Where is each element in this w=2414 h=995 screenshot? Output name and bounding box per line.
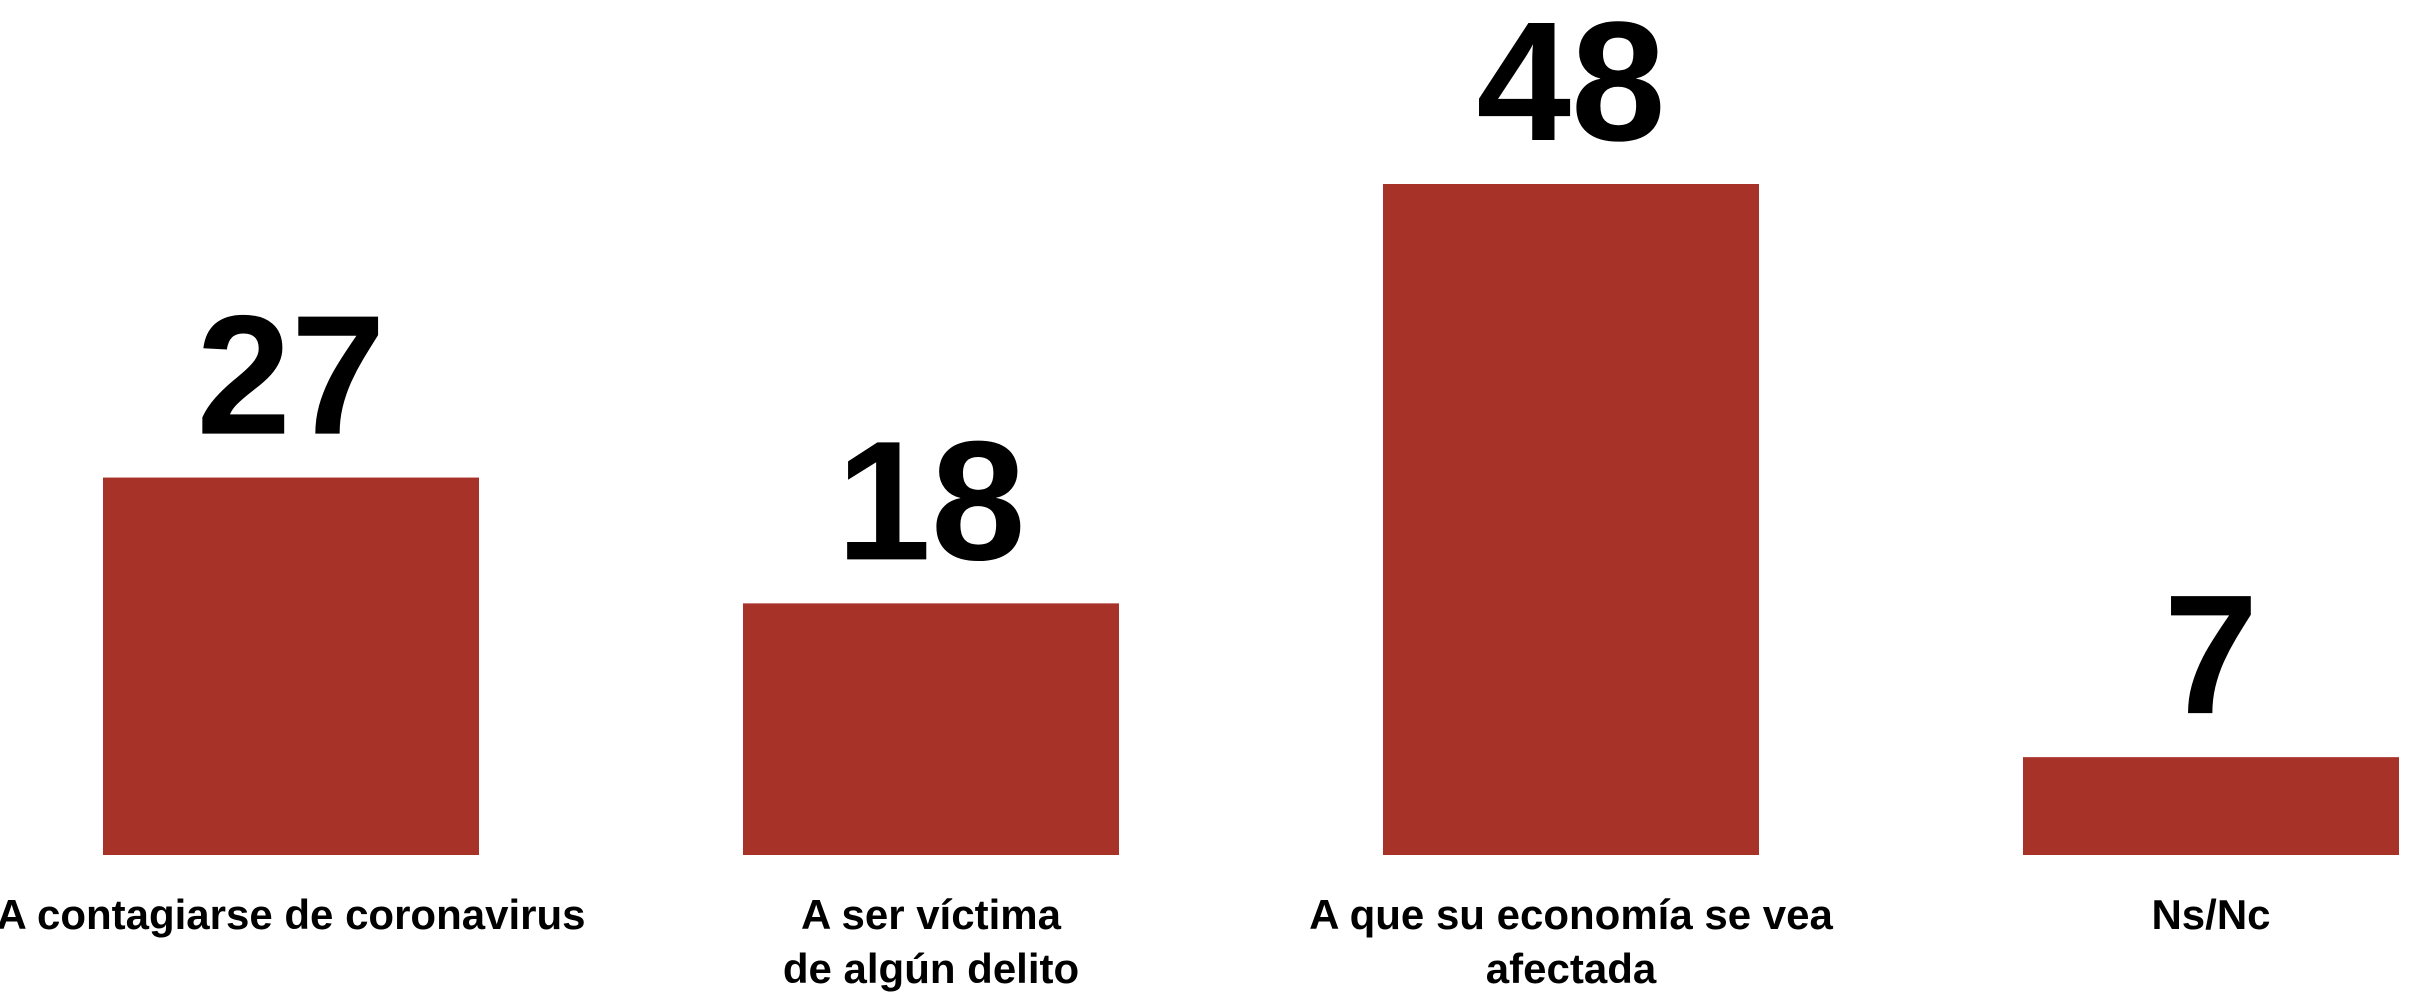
category-label-1-line-0: A ser víctima: [801, 891, 1062, 938]
value-labels-group: 27 18 48 7: [196, 0, 2258, 750]
value-label-2: 48: [1476, 0, 1665, 177]
category-label-0-line-0: A contagiarse de coronavirus: [0, 891, 585, 938]
category-labels-group: A contagiarse de coronavirus A ser víctim…: [0, 891, 2271, 992]
bar-0: [103, 477, 479, 855]
category-label-2-line-0: A que su economía se vea: [1309, 891, 1833, 938]
bar-1: [743, 603, 1119, 855]
value-label-1: 18: [836, 406, 1025, 596]
bar-2: [1383, 184, 1759, 855]
bar-3: [2023, 757, 2399, 855]
value-label-0: 27: [196, 281, 385, 471]
category-label-1-line-1: de algún delito: [783, 945, 1079, 992]
category-label-3-line-0: Ns/Nc: [2151, 891, 2270, 938]
bars-group: [103, 184, 2399, 855]
category-label-2-line-1: afectada: [1486, 945, 1657, 992]
value-label-3: 7: [2164, 560, 2259, 750]
